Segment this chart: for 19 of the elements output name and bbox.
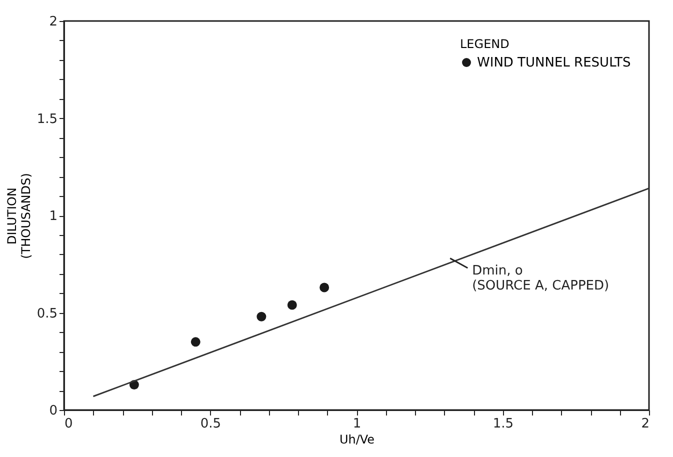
point (287, 300, 297, 310)
point (320, 282, 330, 292)
point (190, 337, 200, 347)
y-tick-label: 2 (49, 14, 58, 30)
y-axis-title: DILUTION (THOUSANDS) (4, 173, 33, 259)
y-tick-label: 0 (49, 404, 58, 418)
x-tick-label: 1.5 (492, 416, 514, 432)
legend-title: LEGEND (460, 37, 510, 51)
y-tick-label: 1.5 (36, 112, 58, 127)
x-tick-label: 0 (64, 416, 73, 432)
point (256, 312, 266, 322)
x-axis-title: Uh/Ve (339, 432, 375, 446)
x-tick-label: 1 (352, 416, 362, 432)
x-tick-label: 2 (641, 416, 650, 432)
annotation: Dmin, o (SOURCE A, CAPPED) (472, 263, 610, 294)
y-tick-label: 1 (49, 209, 58, 224)
x-tick-label: 0.5 (200, 416, 222, 432)
legend-label: WIND TUNNEL RESULTS (477, 56, 631, 70)
y-tick-label: 0.5 (36, 306, 58, 322)
